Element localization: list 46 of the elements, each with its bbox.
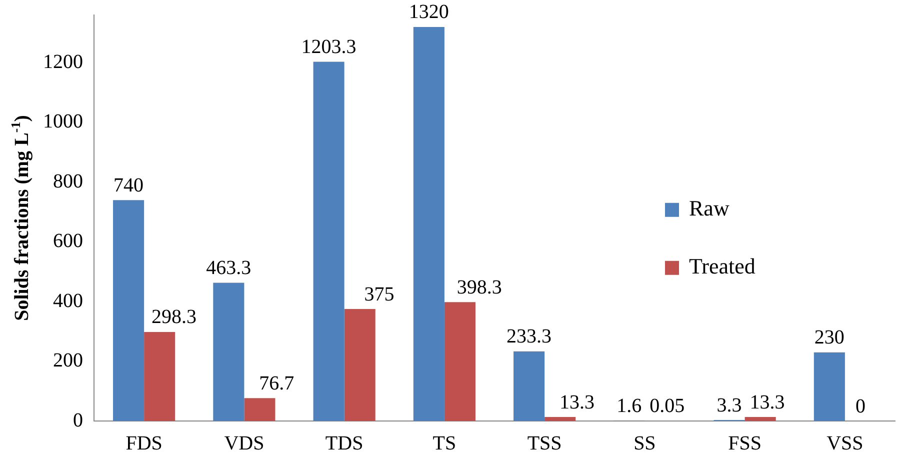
y-tick-label: 0: [73, 409, 83, 432]
bar: [144, 332, 176, 421]
y-tick-label: 1000: [43, 110, 83, 133]
data-label: 13.3: [560, 391, 595, 414]
data-label: 3.3: [716, 394, 742, 416]
data-label: 0.05: [650, 395, 685, 418]
x-tick-label: FDS: [126, 432, 162, 454]
y-tick-label: 600: [53, 230, 83, 252]
y-tick-label: 800: [53, 170, 83, 192]
data-label: 375: [364, 283, 394, 306]
y-axis-title: Solids fractions (mg L-1): [8, 115, 33, 321]
bar: [113, 200, 144, 421]
bar: [544, 417, 576, 421]
bar: [514, 351, 545, 421]
data-label: 463.3: [206, 256, 252, 279]
x-tick-label: TSS: [527, 432, 562, 454]
bar: [344, 309, 376, 421]
y-tick-label: 200: [53, 350, 83, 372]
data-label: 76.7: [259, 372, 294, 394]
x-tick-label: TDS: [325, 432, 364, 454]
data-label: 230: [814, 326, 844, 349]
data-label: 398.3: [456, 276, 502, 298]
legend-label: Treated: [689, 254, 756, 279]
x-tick-label: TS: [432, 432, 456, 454]
bar: [444, 302, 476, 421]
x-tick-label: SS: [634, 432, 656, 454]
data-label: 1203.3: [301, 36, 356, 58]
data-label: 0: [855, 395, 866, 418]
y-tick-label: 400: [53, 290, 83, 312]
data-label: 1320: [408, 1, 449, 24]
data-label: 233.3: [506, 326, 552, 348]
bar: [744, 417, 776, 421]
x-tick-label: FSS: [728, 432, 762, 454]
data-label: 740: [114, 174, 144, 196]
y-tick-label: 1200: [43, 51, 83, 74]
bar: [244, 398, 276, 421]
bar: [413, 26, 444, 421]
legend-label: Raw: [689, 196, 730, 221]
bar: [213, 282, 244, 421]
x-tick-label: VSS: [826, 432, 864, 454]
x-tick-label: VDS: [224, 432, 264, 454]
data-label: 298.3: [152, 306, 197, 328]
bar: [814, 352, 845, 421]
bar: [313, 62, 344, 421]
data-label: 13.3: [750, 391, 785, 414]
data-label: 1.6: [616, 394, 642, 417]
